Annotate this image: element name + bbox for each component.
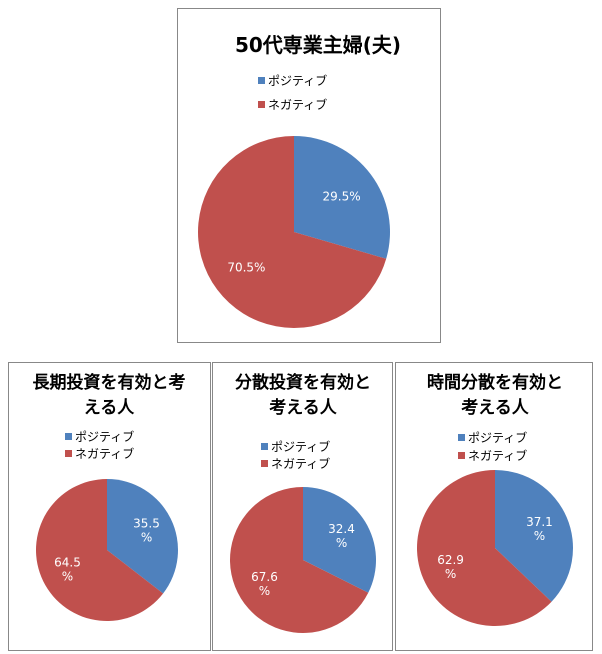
data-label-line: 62.9 [437,553,464,567]
pie-slice [198,136,387,328]
pie-slice [107,479,179,594]
chart-panel: ポジティブネガティブ 29.5% 70.5% 50代専業主婦(夫) [177,8,441,343]
chart-panel: ポジティブ ネガティブ 37.1% 62.9% 時間分散を有効と考える人 [395,362,593,651]
pie-slice [303,487,376,593]
legend-label: ネガティブ [468,448,527,463]
legend-label: ポジティブ [271,439,330,454]
legend-label: ポジティブ [468,430,527,445]
data-label: 67.6% [251,570,278,598]
data-label-line: % [336,536,347,550]
legend-swatch [258,77,265,84]
legend-swatch [65,450,72,457]
pie-slice [294,136,390,259]
legend-label: ネガティブ [268,97,327,112]
data-label-line: 37.1 [526,515,553,529]
legend-swatch [261,443,268,450]
chart-title: 時間分散を有効と考える人 [427,373,563,418]
chart-title: 分散投資を有効と考える人 [235,373,371,418]
legend-swatch [458,452,465,459]
data-label-line: 35.5 [133,517,160,531]
legend-label: ポジティブ [268,73,327,88]
pie-slice [230,487,369,633]
data-label: 35.5% [133,517,160,545]
data-label-line: 32.4 [328,522,355,536]
data-label-line: 67.6 [251,570,278,584]
data-label-line: % [62,569,73,583]
legend-label: ネガティブ [271,456,330,471]
chart-title: 長期投資を有効と考える人 [32,373,186,418]
data-label-line: % [141,531,152,545]
pie-slice [417,470,552,626]
pie-slice [495,470,573,602]
data-label-line: % [259,584,270,598]
legend-label: ネガティブ [75,446,134,461]
legend-label: ポジティブ [75,429,134,444]
data-label: 64.5% [54,555,81,583]
data-label-line: 64.5 [54,555,81,569]
legend-swatch [65,433,72,440]
chart-title: 50代専業主婦(夫) [234,33,402,57]
data-label: 37.1% [526,515,553,543]
data-label: 70.5% [227,261,265,275]
chart-panel: ポジティブ ネガティブ 32.4% 67.6% 分散投資を有効と考える人 [212,362,393,651]
pie-slice [36,479,164,621]
data-label: 32.4% [328,522,355,550]
legend-swatch [458,434,465,441]
legend-swatch [261,460,268,467]
data-label: 29.5% [323,189,361,203]
chart-panel: ポジティブ ネガティブ 35.5% 64.5% 長期投資を有効と考える人 [8,362,211,651]
data-label-line: % [534,529,545,543]
data-label: 62.9% [437,553,464,581]
data-label-line: % [445,567,456,581]
legend-swatch [258,101,265,108]
